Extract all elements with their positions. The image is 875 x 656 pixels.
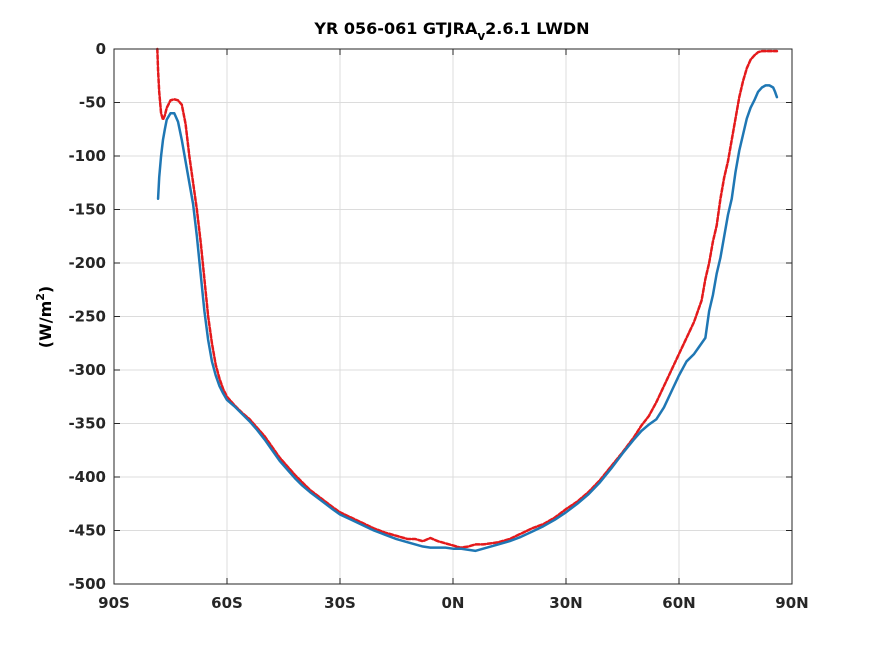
y-tick-label: -200 [68,254,106,272]
y-tick-label: -500 [68,575,106,593]
y-axis-label-main: (W/m [36,301,55,348]
x-tick-label: 60S [211,594,243,612]
chart-title: YR 056-061 GTJRAv2.6.1 LWDN [313,19,589,43]
y-axis-label: (W/m2) [34,286,55,348]
y-tick-label: -450 [68,522,106,540]
x-tick-label: 30N [549,594,582,612]
title-prefix: YR 056-061 GTJRA [313,19,478,38]
x-tick-label: 60N [662,594,695,612]
y-axis-label-close: ) [36,286,55,293]
y-axis-label-superscript: 2 [34,293,47,301]
y-tick-label: -400 [68,468,106,486]
title-suffix: 2.6.1 LWDN [485,19,589,38]
x-tick-label: 30S [324,594,356,612]
title-subscript: v [477,29,485,43]
y-tick-label: -300 [68,361,106,379]
y-tick-label: 0 [96,40,106,58]
x-tick-label: 90S [98,594,130,612]
series-line-1 [156,47,779,549]
y-tick-label: -100 [68,147,106,165]
x-tick-label: 90N [775,594,808,612]
x-tick-label: 0N [442,594,465,612]
y-tick-label: -150 [68,201,106,219]
y-axis-ticks: 0 -50 -100 -150 -200 -250 -300 -350 -400 -450 -500 [68,40,792,593]
y-tick-label: -350 [68,415,106,433]
y-tick-label: -50 [79,94,106,112]
x-axis-ticks: 90S 60S 30S 0N 30N 60N 90N [98,49,809,612]
series-group [156,47,779,553]
series-line-2 [156,84,779,553]
y-tick-label: -250 [68,308,106,326]
